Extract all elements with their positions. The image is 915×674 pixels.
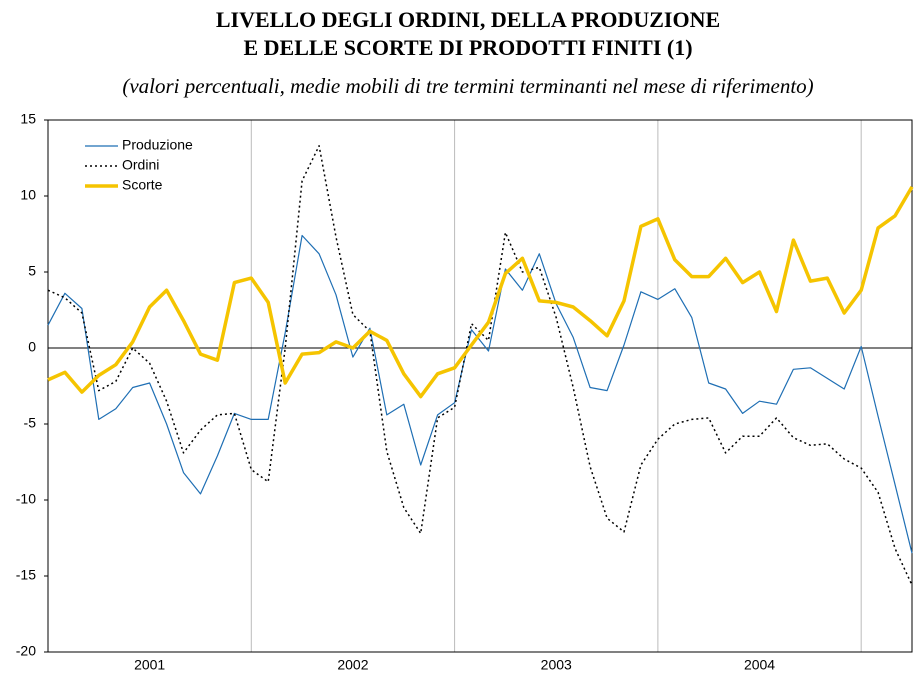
chart-subtitle: (valori percentuali, medie mobili di tre… <box>122 74 813 98</box>
series-line <box>47 145 913 586</box>
y-tick-label: 0 <box>28 339 36 355</box>
plot-frame <box>47 119 913 653</box>
x-tick-label: 2003 <box>541 657 572 673</box>
chart-title: E DELLE SCORTE DI PRODOTTI FINITI (1) <box>243 35 692 60</box>
y-tick-label: -10 <box>16 491 36 507</box>
x-tick-label: 2001 <box>134 657 165 673</box>
x-tick-label: 2004 <box>744 657 775 673</box>
series-line <box>47 234 913 554</box>
x-tick-label: 2002 <box>337 657 368 673</box>
y-tick-label: 10 <box>20 187 36 203</box>
y-tick-label: 5 <box>28 263 36 279</box>
legend-label: Scorte <box>122 177 163 193</box>
y-tick-label: -15 <box>16 567 36 583</box>
legend-label: Produzione <box>122 137 193 153</box>
chart-title: LIVELLO DEGLI ORDINI, DELLA PRODUZIONE <box>216 7 720 32</box>
y-tick-label: 15 <box>20 111 36 127</box>
y-tick-label: -5 <box>24 415 37 431</box>
y-tick-label: -20 <box>16 643 36 659</box>
legend-label: Ordini <box>122 157 159 173</box>
series-line <box>47 186 914 399</box>
